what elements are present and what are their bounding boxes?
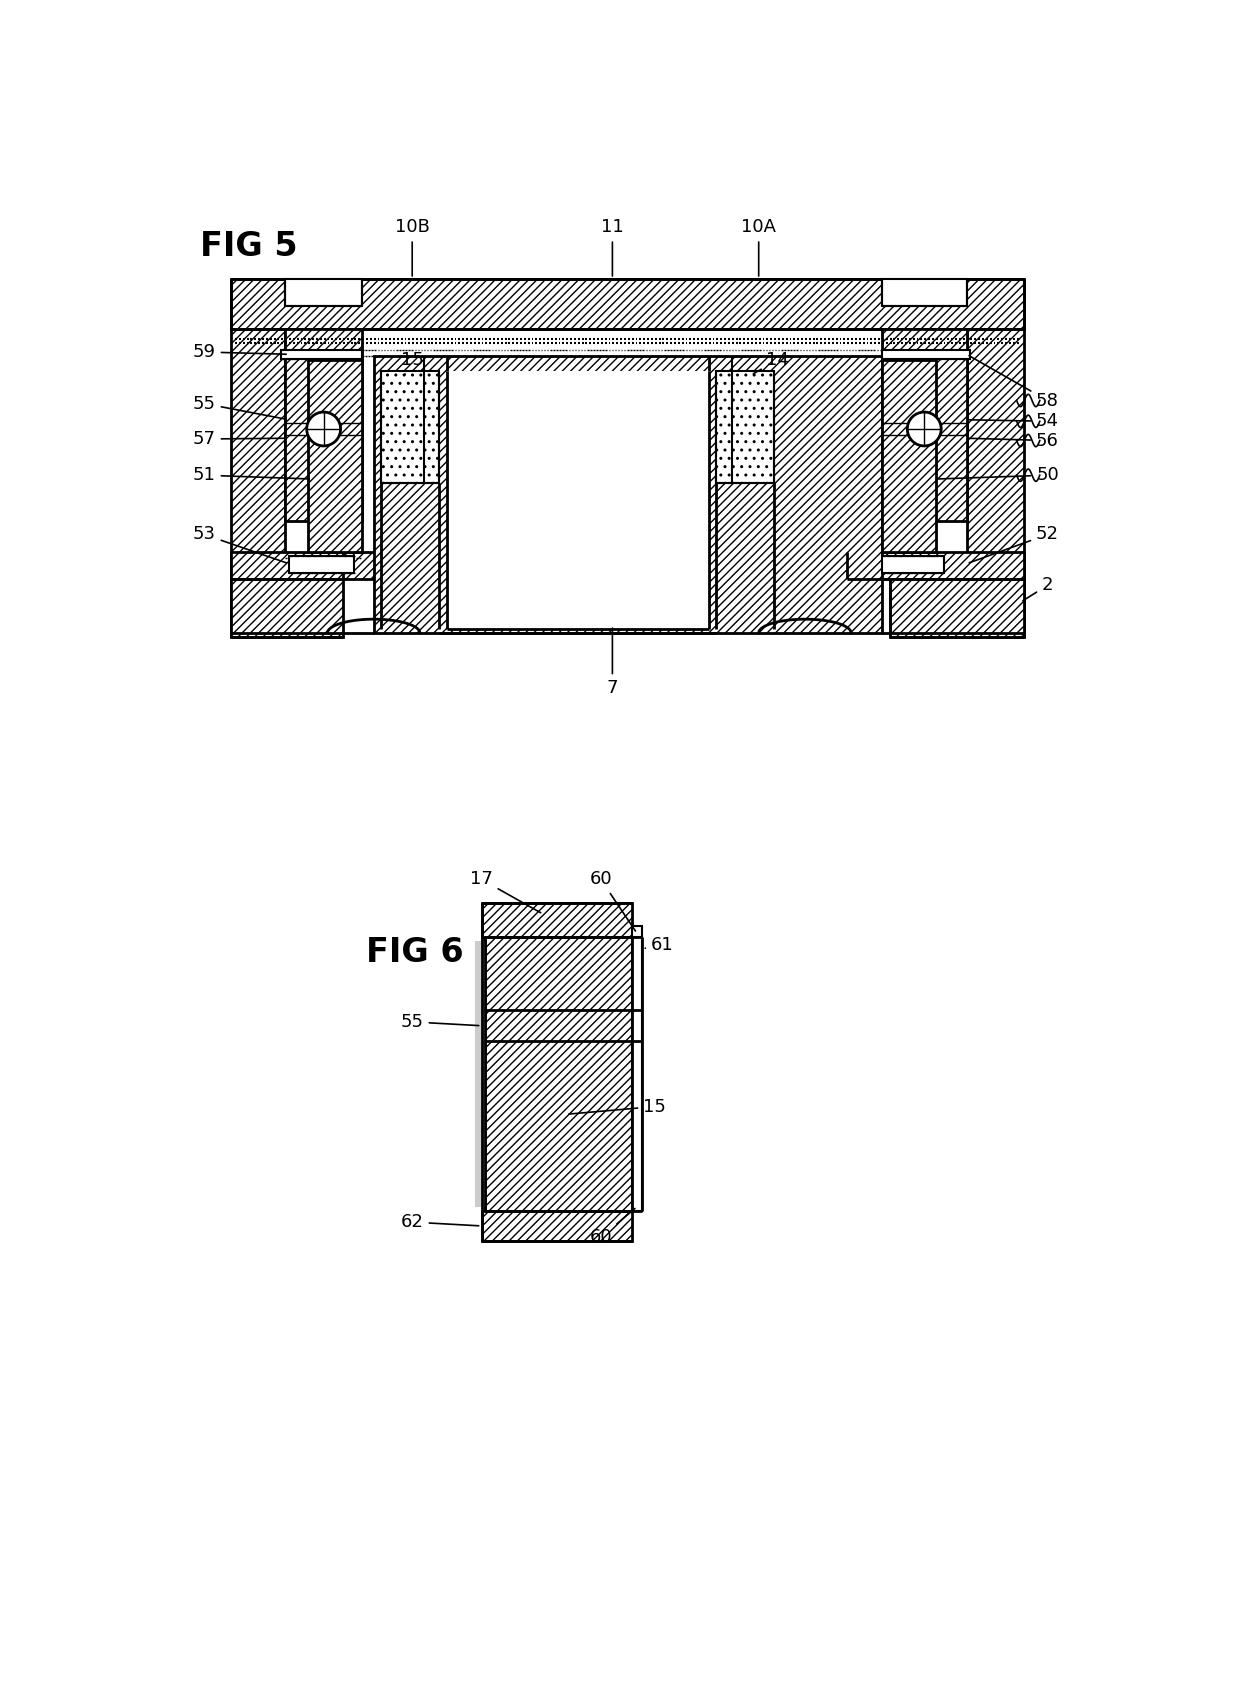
Text: 15: 15 [569, 1098, 666, 1115]
Bar [631, 925, 642, 937]
Bar [967, 330, 1024, 632]
Bar [373, 357, 882, 632]
Bar [382, 372, 439, 483]
Text: FIG 5: FIG 5 [201, 230, 298, 262]
Text: 54: 54 [970, 412, 1059, 431]
Bar [882, 350, 971, 358]
Text: 62: 62 [401, 1213, 479, 1231]
Text: 55: 55 [192, 395, 286, 419]
Text: 60: 60 [589, 1208, 635, 1246]
Bar [285, 279, 362, 306]
Bar [231, 330, 285, 632]
Text: 61: 61 [645, 935, 673, 954]
Bar [847, 552, 1024, 579]
Text: 51: 51 [193, 466, 309, 484]
Circle shape [908, 412, 941, 446]
Bar [475, 940, 485, 1206]
Bar [481, 903, 631, 937]
Text: 7: 7 [606, 627, 619, 698]
Text: 50: 50 [939, 466, 1059, 484]
Bar [485, 937, 631, 1211]
Circle shape [306, 412, 341, 446]
Bar [889, 579, 1024, 637]
Text: 15: 15 [401, 350, 424, 375]
Text: 11: 11 [601, 219, 624, 276]
Text: 55: 55 [401, 1013, 479, 1031]
Bar [309, 360, 362, 552]
Text: 2: 2 [1023, 577, 1053, 600]
Bar [281, 350, 362, 358]
Text: FIG 6: FIG 6 [366, 937, 464, 969]
Text: 52: 52 [970, 525, 1059, 563]
Text: 53: 53 [192, 525, 286, 563]
Text: 57: 57 [192, 431, 286, 447]
Text: 17: 17 [470, 871, 541, 913]
Bar [231, 552, 377, 579]
Bar [446, 372, 708, 629]
Text: 56: 56 [970, 432, 1059, 449]
Bar [717, 372, 774, 483]
Bar [631, 937, 642, 1211]
Bar [882, 557, 944, 574]
Text: 60: 60 [589, 871, 635, 932]
Bar [231, 579, 343, 637]
Bar [882, 330, 967, 521]
Text: 10A: 10A [742, 219, 776, 276]
Bar [285, 330, 362, 521]
Bar [882, 279, 967, 306]
Text: 10B: 10B [394, 219, 429, 276]
Bar [481, 1211, 631, 1241]
Text: 59: 59 [192, 343, 286, 362]
Text: 14: 14 [754, 350, 790, 373]
Bar [882, 360, 936, 552]
Bar [289, 557, 355, 574]
Bar [231, 279, 1024, 330]
Text: 58: 58 [968, 355, 1059, 409]
